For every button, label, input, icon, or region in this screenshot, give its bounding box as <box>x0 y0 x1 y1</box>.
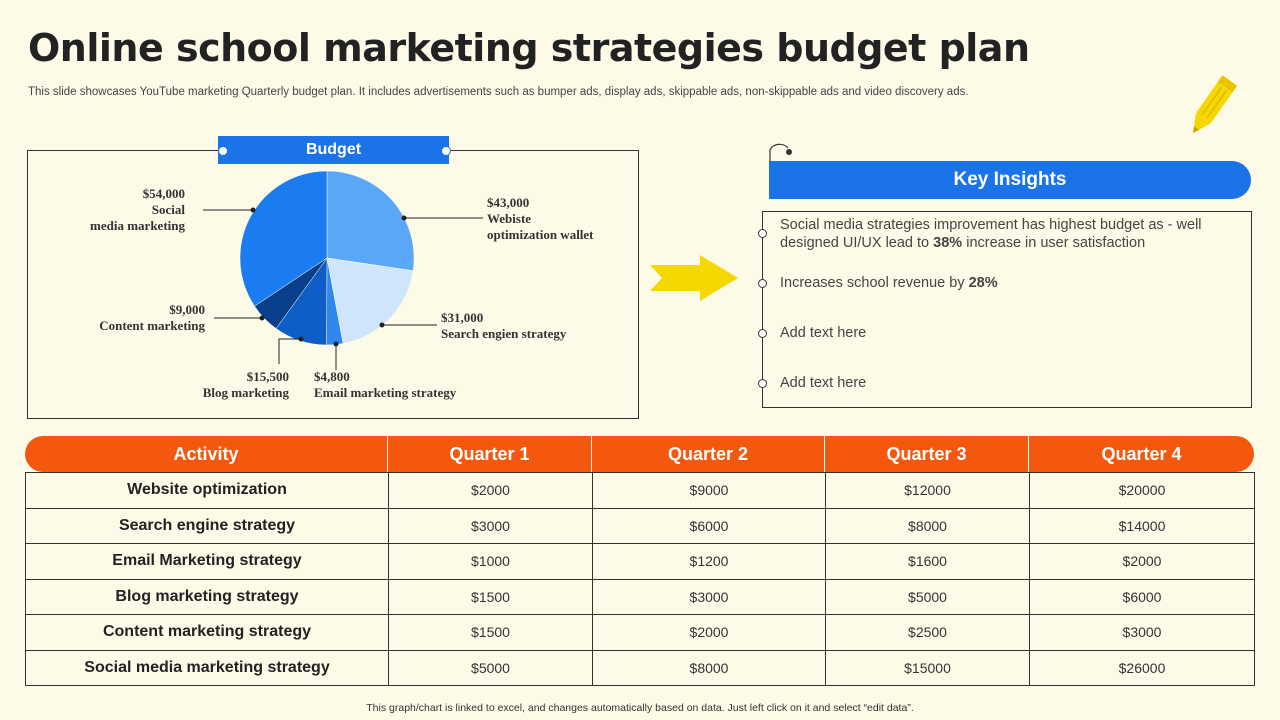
table-row: Content marketing strategy $1500 $2000 $… <box>25 614 1255 651</box>
insight-bullet <box>758 379 767 388</box>
banner-left-dot <box>218 146 228 156</box>
col-header-q2: Quarter 2 <box>592 436 825 472</box>
banner-right-dot <box>441 146 451 156</box>
q2-cell: $2000 <box>592 614 826 651</box>
q2-cell: $1200 <box>592 543 826 580</box>
q4-cell: $20000 <box>1029 472 1255 509</box>
budget-table: Website optimization $2000 $9000 $12000 … <box>25 472 1255 686</box>
chart-title: Budget <box>305 141 362 158</box>
table-row: Email Marketing strategy $1000 $1200 $16… <box>25 543 1255 580</box>
q1-cell: $5000 <box>388 649 593 686</box>
leader-line <box>278 338 301 364</box>
page-title: Online school marketing strategies budge… <box>28 26 1030 70</box>
activity-cell: Social media marketing strategy <box>25 649 389 686</box>
q1-cell: $2000 <box>388 472 593 509</box>
table-row: Website optimization $2000 $9000 $12000 … <box>25 472 1255 509</box>
page-subtitle: This slide showcases YouTube marketing Q… <box>28 86 969 98</box>
insight-item-3: Add text here <box>780 325 867 341</box>
pie-slice <box>326 257 414 344</box>
pie-slice <box>326 170 415 272</box>
pie-value-label: $43,000 <box>487 195 529 210</box>
q3-cell: $1600 <box>825 543 1030 580</box>
table-row: Social media marketing strategy $5000 $8… <box>25 649 1255 686</box>
insight-item-2: Increases school revenue by 28% <box>780 275 998 291</box>
arrow-right-icon <box>650 255 738 301</box>
q4-cell: $26000 <box>1029 649 1255 686</box>
pie-value-label: $15,500 <box>247 369 289 384</box>
insight-item-1: Social media strategies improvement has … <box>780 217 1202 251</box>
insight-bullet <box>758 279 767 288</box>
col-header-q4: Quarter 4 <box>1101 443 1182 464</box>
pie-category-label: Social <box>152 202 186 217</box>
q1-cell: $1500 <box>388 614 593 651</box>
insight-bullet <box>758 229 767 238</box>
q4-cell: $14000 <box>1029 507 1255 544</box>
activity-cell: Content marketing strategy <box>25 614 389 651</box>
q3-cell: $12000 <box>825 472 1030 509</box>
pie-category-label: Email marketing strategy <box>314 385 457 400</box>
insights-hook-icon <box>769 143 792 168</box>
activity-cell: Email Marketing strategy <box>25 543 389 580</box>
q1-cell: $3000 <box>388 507 593 544</box>
pie-slice <box>239 170 328 307</box>
pie-value-label: $54,000 <box>143 186 185 201</box>
insights-title: Key Insights <box>953 169 1067 190</box>
q2-cell: $6000 <box>592 507 826 544</box>
pie-category-label: media marketing <box>90 218 185 233</box>
chart-title-banner: Budget <box>218 136 449 164</box>
insights-timeline <box>762 233 763 384</box>
q4-cell: $3000 <box>1029 614 1255 651</box>
q3-cell: $5000 <box>825 578 1030 615</box>
pie-category-label: Search engien strategy <box>441 326 567 341</box>
pie-value-label: $4,800 <box>314 369 350 384</box>
col-header-q3: Quarter 3 <box>825 436 1029 472</box>
q2-cell: $3000 <box>592 578 826 615</box>
table-header: Activity Quarter 1 Quarter 2 Quarter 3 Q… <box>25 436 1254 472</box>
pie-category-label: Webiste <box>487 211 531 226</box>
q3-cell: $15000 <box>825 649 1030 686</box>
pie-category-label: Content marketing <box>99 318 205 333</box>
col-header-q1: Quarter 1 <box>388 436 592 472</box>
insight-item-4: Add text here <box>780 375 867 391</box>
pencil-icon <box>1193 75 1238 133</box>
pie-value-label: $31,000 <box>441 310 483 325</box>
q1-cell: $1000 <box>388 543 593 580</box>
activity-cell: Blog marketing strategy <box>25 578 389 615</box>
q4-cell: $2000 <box>1029 543 1255 580</box>
insights-header: Key Insights <box>769 161 1251 199</box>
q3-cell: $2500 <box>825 614 1030 651</box>
q2-cell: $9000 <box>592 472 826 509</box>
activity-cell: Search engine strategy <box>25 507 389 544</box>
q3-cell: $8000 <box>825 507 1030 544</box>
insight-bullet <box>758 329 767 338</box>
q1-cell: $1500 <box>388 578 593 615</box>
table-row: Blog marketing strategy $1500 $3000 $500… <box>25 578 1255 615</box>
pie-value-label: $9,000 <box>169 302 205 317</box>
q4-cell: $6000 <box>1029 578 1255 615</box>
footer-note: This graph/chart is linked to excel, and… <box>366 702 914 714</box>
table-row: Search engine strategy $3000 $6000 $8000… <box>25 507 1255 544</box>
q2-cell: $8000 <box>592 649 826 686</box>
pie-category-label: Blog marketing <box>203 385 290 400</box>
col-header-activity: Activity <box>25 436 388 472</box>
pie-category-label: optimization wallet <box>487 227 594 242</box>
activity-cell: Website optimization <box>25 472 389 509</box>
